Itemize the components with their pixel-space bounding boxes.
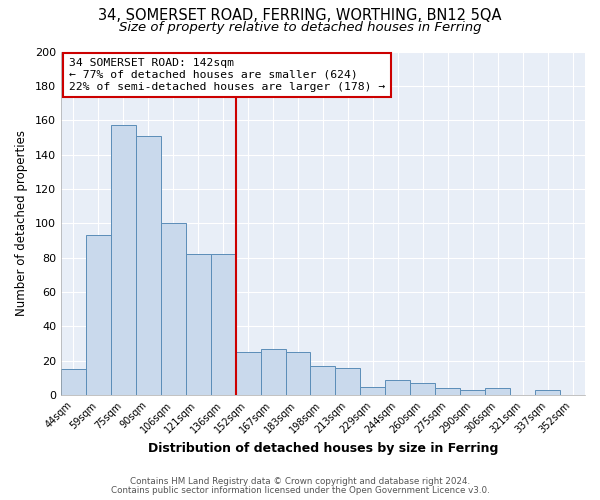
Bar (410, 383, 435, 395)
Bar (136, 136, 161, 395)
Bar (335, 368, 361, 395)
Text: 34 SOMERSET ROAD: 142sqm
← 77% of detached houses are smaller (624)
22% of semi-: 34 SOMERSET ROAD: 142sqm ← 77% of detach… (69, 58, 385, 92)
Text: 34, SOMERSET ROAD, FERRING, WORTHING, BN12 5QA: 34, SOMERSET ROAD, FERRING, WORTHING, BN… (98, 8, 502, 22)
Bar (161, 224, 186, 395)
Bar (310, 366, 335, 395)
Bar (460, 390, 485, 395)
Bar (111, 126, 136, 395)
Bar (286, 352, 310, 395)
Bar (260, 349, 286, 395)
Bar (485, 388, 510, 395)
Bar (385, 380, 410, 395)
Bar (86, 236, 111, 395)
Bar (236, 352, 260, 395)
Text: Contains HM Land Registry data © Crown copyright and database right 2024.: Contains HM Land Registry data © Crown c… (130, 477, 470, 486)
Bar (361, 386, 385, 395)
X-axis label: Distribution of detached houses by size in Ferring: Distribution of detached houses by size … (148, 442, 498, 455)
Bar (435, 388, 460, 395)
Text: Size of property relative to detached houses in Ferring: Size of property relative to detached ho… (119, 21, 481, 34)
Bar (186, 254, 211, 395)
Bar (61, 370, 86, 395)
Bar (535, 390, 560, 395)
Text: Contains public sector information licensed under the Open Government Licence v3: Contains public sector information licen… (110, 486, 490, 495)
Bar (211, 254, 236, 395)
Y-axis label: Number of detached properties: Number of detached properties (15, 130, 28, 316)
